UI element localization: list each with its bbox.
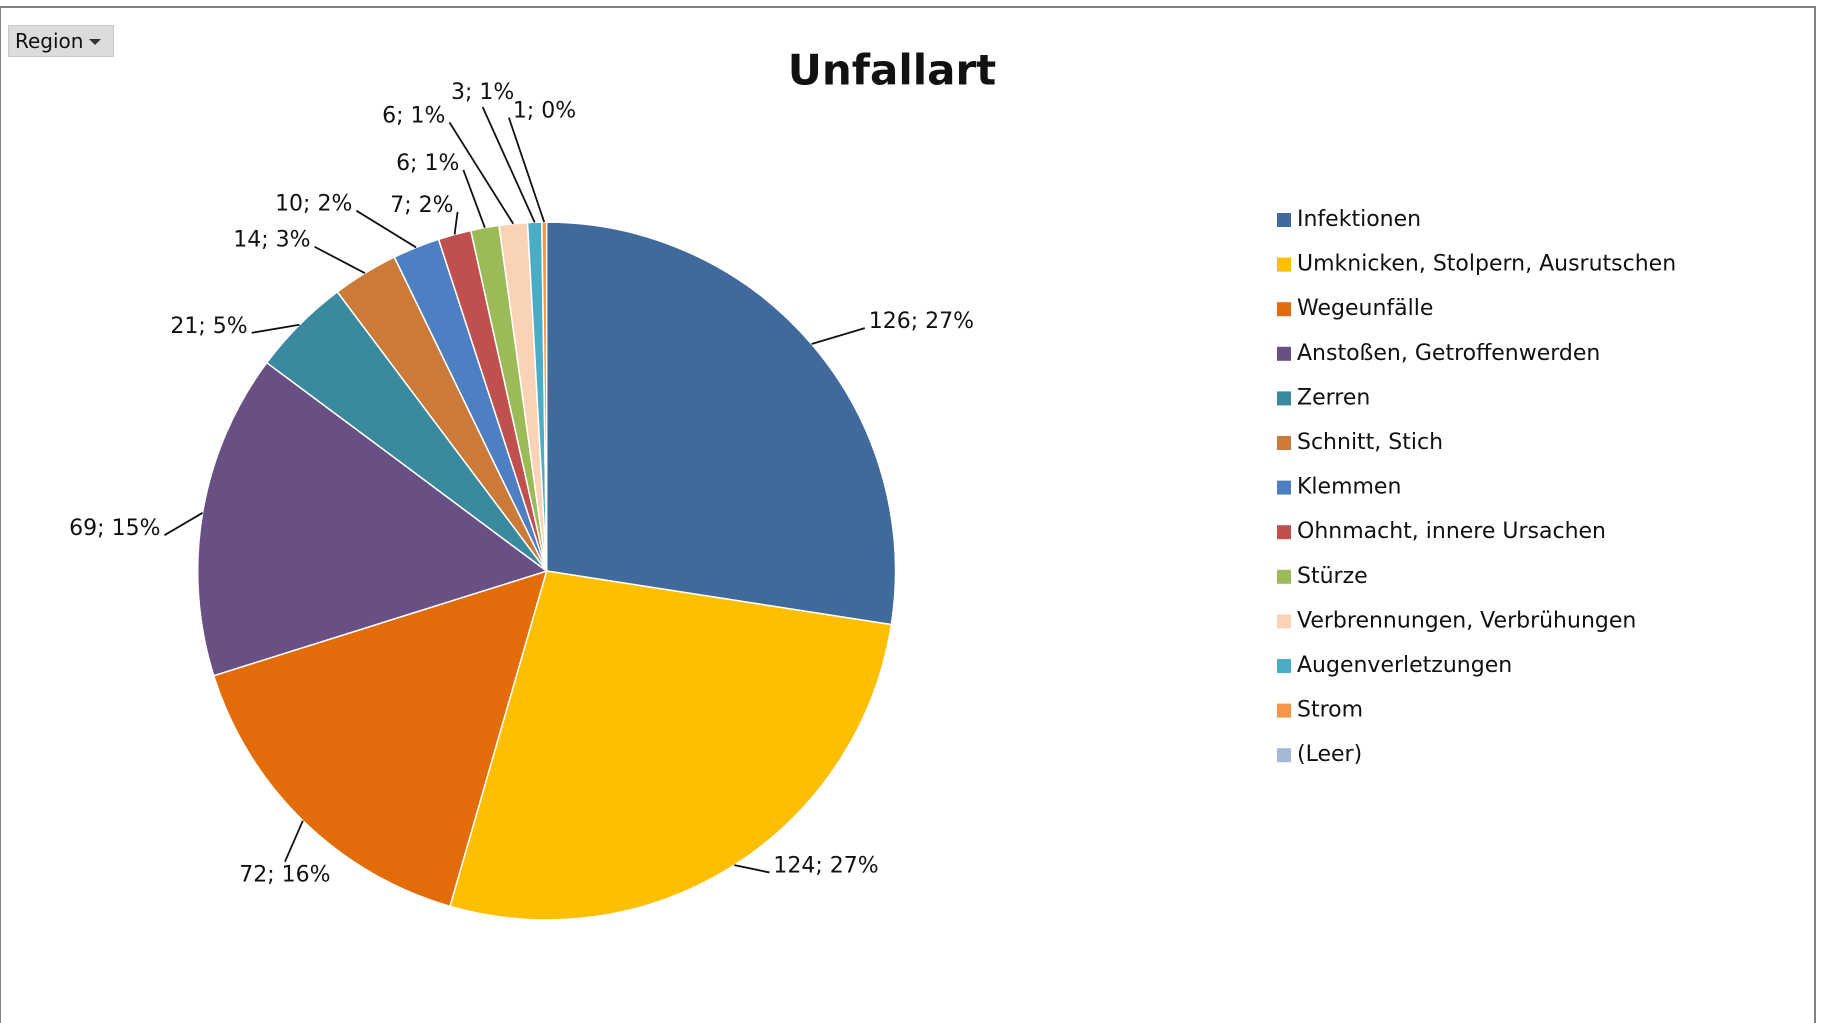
legend-label: Anstoßen, Getroffenwerden (1297, 341, 1600, 366)
leader-line (481, 106, 536, 223)
leader-line (448, 121, 514, 225)
legend-swatch (1277, 436, 1291, 450)
leader-line (734, 864, 770, 874)
legend-label: (Leer) (1297, 742, 1362, 767)
pie-slice (449, 570, 893, 921)
leader-line (314, 245, 366, 274)
legend-label: Umknicken, Stolpern, Ausrutschen (1297, 252, 1676, 277)
data-label: 3; 1% (451, 80, 514, 105)
legend-swatch (1277, 257, 1291, 272)
data-label: 69; 15% (69, 516, 160, 541)
data-label: 21; 5% (170, 314, 247, 339)
legend-swatch (1277, 748, 1291, 763)
data-label: 14; 3% (233, 228, 310, 253)
legend-swatch (1277, 480, 1291, 495)
pie-slice (212, 569, 548, 908)
legend-swatch (1277, 213, 1291, 227)
leader-line (453, 211, 459, 235)
data-label: 124; 27% (773, 853, 878, 878)
region-filter-button[interactable]: Region (8, 25, 114, 57)
legend-swatch (1277, 659, 1291, 673)
leader-line (164, 512, 204, 536)
legend-swatch (1277, 391, 1291, 406)
leader-line (284, 820, 304, 863)
legend-label: Ohnmacht, innere Ursachen (1297, 519, 1606, 544)
pie-slice (541, 221, 548, 572)
legend-label: Klemmen (1297, 475, 1401, 500)
legend-swatch (1277, 569, 1291, 584)
leader-line (251, 323, 300, 334)
legend-label: Strom (1297, 698, 1363, 723)
data-label: 10; 2% (275, 192, 352, 217)
legend-label: Stürze (1297, 564, 1368, 589)
chart-title: Unfallart (788, 46, 997, 95)
legend-swatch (1277, 614, 1291, 629)
data-label: 1; 0% (513, 99, 576, 124)
legend-swatch (1277, 346, 1291, 361)
data-label: 126; 27% (869, 309, 974, 334)
legend-label: Verbrennungen, Verbrühungen (1297, 608, 1636, 633)
data-label: 72; 16% (239, 863, 330, 888)
legend-swatch (1277, 302, 1291, 317)
legend-label: Augenverletzungen (1297, 653, 1512, 678)
legend-label: Infektionen (1297, 207, 1421, 232)
legend-swatch (1277, 525, 1291, 540)
chart-frame (0, 6, 1816, 1023)
legend-label: Wegeunfälle (1297, 296, 1433, 321)
leader-line (355, 209, 417, 249)
legend-label: Schnitt, Stich (1297, 430, 1443, 455)
pie-slice (545, 221, 897, 626)
leader-line (508, 117, 546, 223)
leader-line (811, 327, 866, 345)
legend-swatch (1277, 703, 1291, 718)
data-label: 6; 1% (382, 103, 445, 128)
data-label: 6; 1% (396, 151, 459, 176)
leader-line (462, 169, 486, 228)
data-label: 7; 2% (390, 193, 453, 218)
legend-label: Zerren (1297, 385, 1370, 410)
